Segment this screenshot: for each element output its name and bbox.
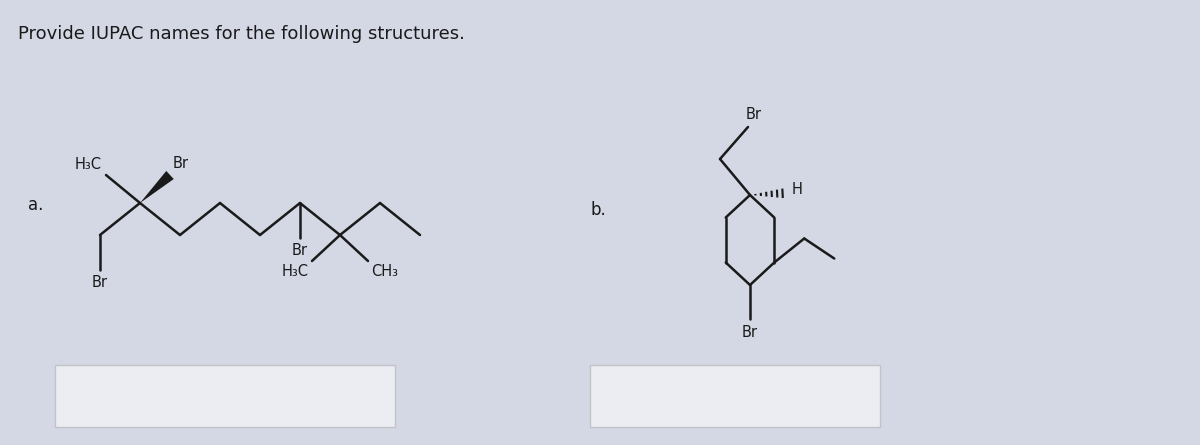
Polygon shape <box>140 171 174 203</box>
FancyBboxPatch shape <box>55 365 395 427</box>
Text: H₃C: H₃C <box>282 264 310 279</box>
Text: H: H <box>792 182 803 197</box>
FancyBboxPatch shape <box>590 365 880 427</box>
Text: H₃C: H₃C <box>74 157 102 172</box>
Text: Br: Br <box>292 243 308 258</box>
Text: Br: Br <box>92 275 108 290</box>
Text: Provide IUPAC names for the following structures.: Provide IUPAC names for the following st… <box>18 25 464 43</box>
Text: Br: Br <box>173 156 190 171</box>
Text: Br: Br <box>746 107 762 122</box>
Text: a.: a. <box>28 196 43 214</box>
Text: Br: Br <box>742 325 758 340</box>
Text: b.: b. <box>590 201 606 219</box>
Text: CH₃: CH₃ <box>371 264 398 279</box>
